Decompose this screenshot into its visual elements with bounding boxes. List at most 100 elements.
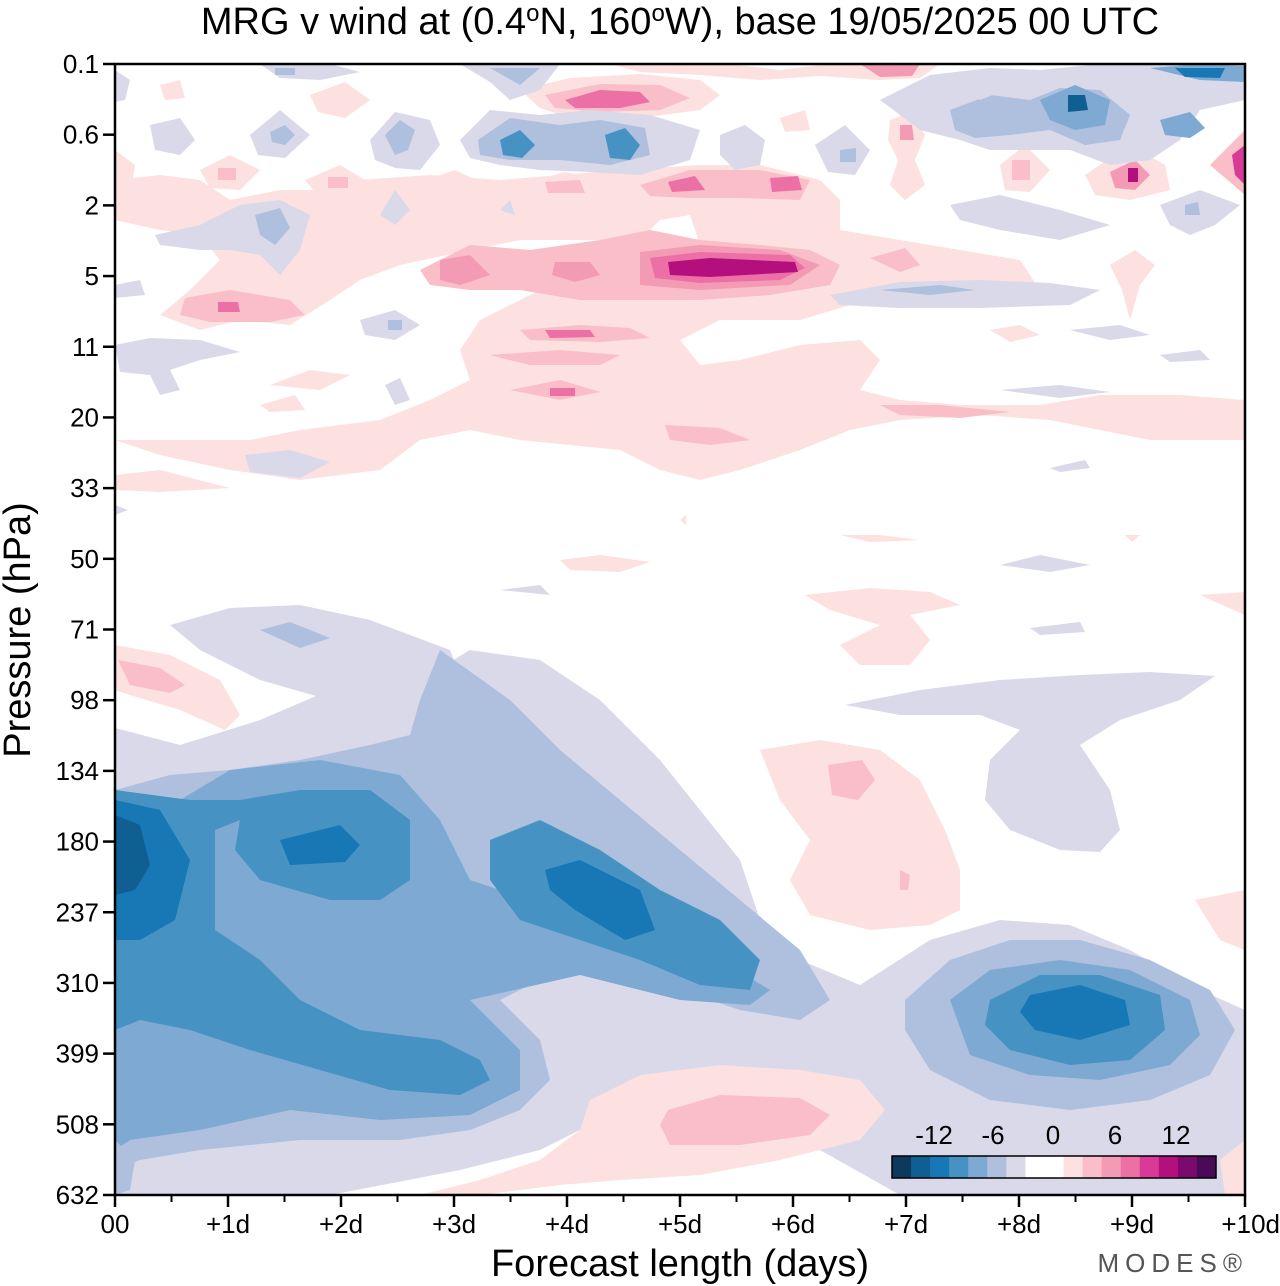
upper-positive-5-l3b	[552, 262, 600, 282]
upper-positive-1hPa-f3	[770, 176, 802, 192]
upper-positive-14-band	[490, 350, 620, 365]
y-tick-label: 98	[70, 685, 99, 715]
x-tick-label: 00	[101, 1209, 130, 1239]
upper-positive-12-right	[990, 325, 1040, 342]
y-tick-label: 237	[56, 897, 99, 927]
upper-negative-10-right2	[1160, 350, 1210, 362]
colorbar-swatch	[1196, 1156, 1217, 1178]
upper-negative-30-left	[245, 450, 330, 478]
y-tick-label: 2	[85, 190, 99, 220]
brand-logo: MODES®	[1098, 1248, 1249, 1278]
positive-mid-right-l2b	[900, 870, 910, 890]
upper-negative-0.6-left	[150, 118, 195, 155]
upper-positive-0.3-left2	[160, 80, 185, 100]
positive-71-band	[805, 588, 960, 665]
positive-mid-right-l2	[828, 760, 875, 800]
x-tick-label: +2d	[319, 1209, 363, 1239]
colorbar-swatch	[1101, 1156, 1122, 1178]
upper-negative-7-band2	[880, 285, 975, 295]
negative-l5-d	[1020, 985, 1130, 1040]
colorbar: -12 -6 0 6 12	[891, 1120, 1217, 1179]
chart-title-suffix: W), base 19/05/2025 00 UTC	[665, 1, 1159, 43]
upper-positive-1hPa-f	[640, 170, 810, 200]
colorbar-swatch	[1120, 1156, 1141, 1178]
upper-positive-top-band2	[860, 64, 920, 77]
colorbar-swatch	[1158, 1156, 1179, 1178]
upper-negative-0.6-d4	[605, 128, 640, 160]
upper-positive-1hPa-a	[115, 150, 135, 200]
y-tick-label: 180	[56, 827, 99, 857]
upper-negative-2hPa-b	[380, 190, 410, 225]
upper-positive-band-1	[115, 165, 1245, 480]
colorbar-tick-label: 0	[1046, 1120, 1060, 1150]
positive-lower-left-l2	[118, 660, 185, 693]
upper-positive-small-3	[840, 535, 920, 542]
upper-positive-0.6-b2	[900, 125, 914, 140]
colorbar-swatch	[930, 1156, 950, 1178]
upper-positive-5-mid2	[870, 248, 920, 272]
upper-negative-2hPa-a2	[255, 208, 290, 245]
upper-positive-top-band	[610, 64, 940, 80]
upper-negative-right4	[1068, 95, 1088, 112]
x-tick-label: +7d	[884, 1209, 928, 1239]
upper-negative-0.1-left	[115, 70, 130, 102]
upper-negative-0.6-c2	[385, 120, 415, 155]
upper-positive-1hPa-c2	[328, 177, 348, 188]
upper-positive-15-left	[270, 370, 350, 390]
y-tick-label: 5	[85, 261, 99, 291]
upper-negative-0.8	[960, 78, 1005, 100]
upper-negative-60-a	[500, 585, 550, 595]
upper-positive-0.3-left	[310, 82, 370, 118]
colorbar-tick-label: -12	[915, 1120, 953, 1150]
x-tick-label: +6d	[771, 1209, 815, 1239]
positive-mid-right	[760, 740, 960, 930]
upper-positive-0.3-mid3	[565, 90, 650, 108]
chart-title-prefix: MRG v wind at (0.4	[201, 1, 526, 43]
upper-positive-0.6-a	[780, 110, 810, 132]
colorbar-swatch	[892, 1156, 912, 1178]
upper-negative-30-right	[1050, 460, 1090, 472]
upper-positive-5-l5	[668, 258, 798, 277]
upper-positive-5-right	[1110, 250, 1155, 320]
upper-positive-11-l3	[545, 330, 595, 338]
colorbar-swatch	[1006, 1156, 1026, 1178]
x-tick-label: +3d	[432, 1209, 476, 1239]
negative-l4	[115, 790, 490, 1095]
colorbar-tick-label: 6	[1108, 1120, 1122, 1150]
upper-negative-7-band	[830, 280, 1100, 308]
upper-positive-33-left	[115, 470, 230, 492]
upper-negative-15	[385, 378, 410, 405]
positive-50-band	[560, 555, 650, 572]
positive-bottom-center-l2	[660, 1095, 830, 1145]
upper-negative-2hPa-d	[950, 195, 1110, 240]
upper-negative-75	[1030, 622, 1085, 635]
colorbar-swatch	[1044, 1156, 1065, 1178]
upper-positive-1hPa-b2	[218, 168, 236, 180]
upper-negative-2hPa-e	[1160, 190, 1240, 235]
negative-lobe-right	[845, 672, 1215, 852]
upper-positive-1hPa-i	[1210, 130, 1245, 195]
negative-l5-c	[545, 860, 655, 940]
upper-negative-0.6-e	[720, 125, 765, 170]
upper-negative-33-small	[115, 505, 128, 515]
upper-negative-12-left	[115, 338, 240, 395]
upper-positive-27-band	[880, 405, 1010, 418]
colorbar-swatch	[1139, 1156, 1160, 1178]
colorbar-swatch	[987, 1156, 1007, 1178]
upper-positive-small-2	[1125, 535, 1140, 542]
upper-positive-1hPa-e2	[545, 180, 585, 193]
upper-negative-5-left	[115, 280, 145, 298]
y-tick-label: 33	[70, 473, 99, 503]
upper-negative-17-right	[1000, 385, 1110, 398]
chart-title-degree-1: o	[526, 0, 539, 27]
x-tick-label: +8d	[997, 1209, 1041, 1239]
x-tick-label: +1d	[206, 1209, 250, 1239]
upper-negative-2hPa-c	[500, 200, 515, 215]
upper-positive-1hPa-g2	[1012, 160, 1030, 180]
upper-negative-top-left2	[275, 68, 295, 75]
y-tick-label: 632	[56, 1180, 99, 1210]
positive-bottom-right	[1195, 890, 1245, 950]
colorbar-swatch	[949, 1156, 969, 1178]
plot-area	[115, 64, 1245, 1195]
upper-negative-71-left	[260, 622, 330, 648]
